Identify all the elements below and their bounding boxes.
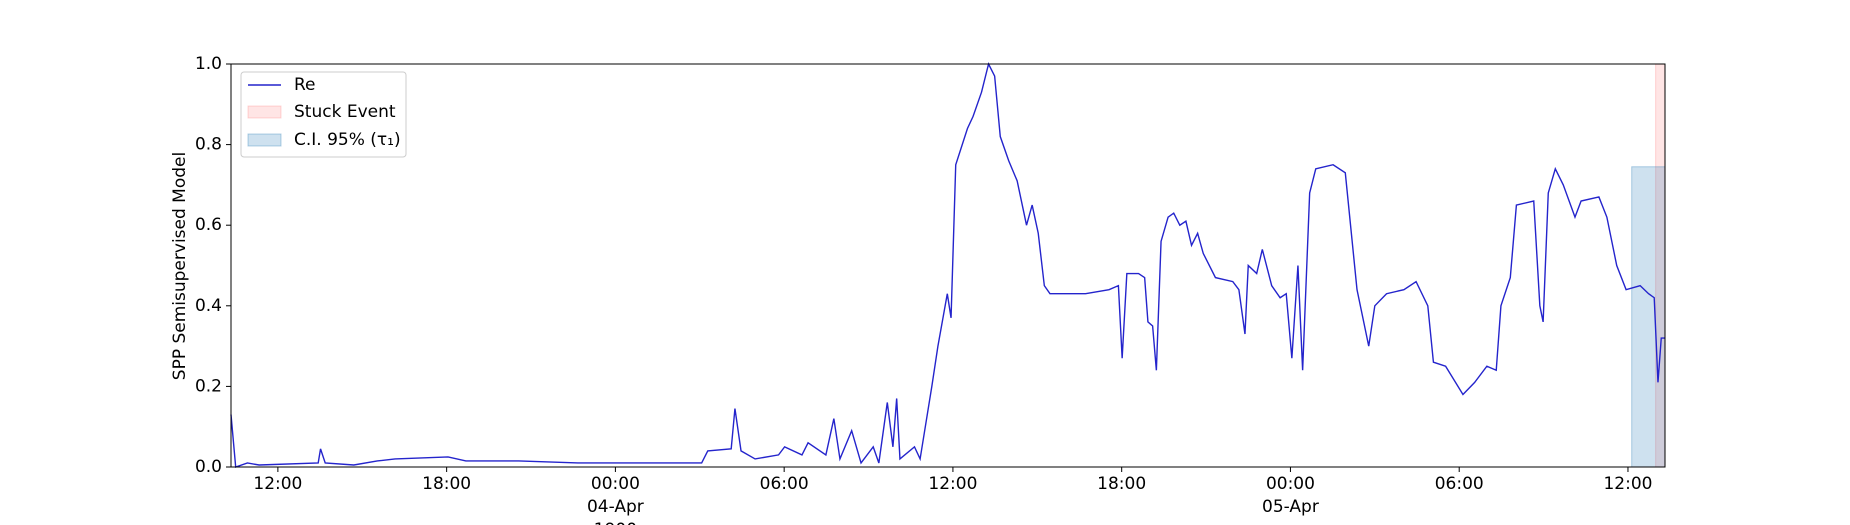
x-tick-label: 00:00 04-Apr 1900 xyxy=(586,474,644,525)
y-tick-label: 0.8 xyxy=(195,135,222,155)
x-tick-label: 12:00 xyxy=(253,474,303,494)
x-tick-label: 00:00 05-Apr xyxy=(1262,474,1319,517)
y-tick-label: 1.0 xyxy=(195,54,222,74)
legend-box xyxy=(240,71,407,158)
x-tick-label: 06:00 xyxy=(1434,474,1484,494)
plot-frame xyxy=(230,63,1666,468)
y-axis-label: SPP Semisupervised Model xyxy=(170,152,190,380)
x-tick-label: 06:00 xyxy=(759,474,809,494)
legend-patch xyxy=(247,105,282,119)
legend-patch xyxy=(247,133,282,147)
legend-label: Re xyxy=(294,75,316,95)
y-tick-label: 0.2 xyxy=(195,376,222,396)
x-tick-label: 12:00 xyxy=(1603,474,1653,494)
legend-label: Stuck Event xyxy=(294,102,396,122)
x-tick-label: 12:00 xyxy=(928,474,978,494)
y-tick-label: 0.4 xyxy=(195,296,222,316)
x-tick-label: 18:00 xyxy=(422,474,472,494)
y-tick-label: 0.6 xyxy=(195,215,222,235)
x-tick-label: 18:00 xyxy=(1097,474,1147,494)
y-tick-label: 0.0 xyxy=(195,457,222,477)
span xyxy=(1631,166,1666,468)
series-line xyxy=(230,62,1665,468)
legend-label: C.I. 95% (τ₁) xyxy=(294,130,401,150)
